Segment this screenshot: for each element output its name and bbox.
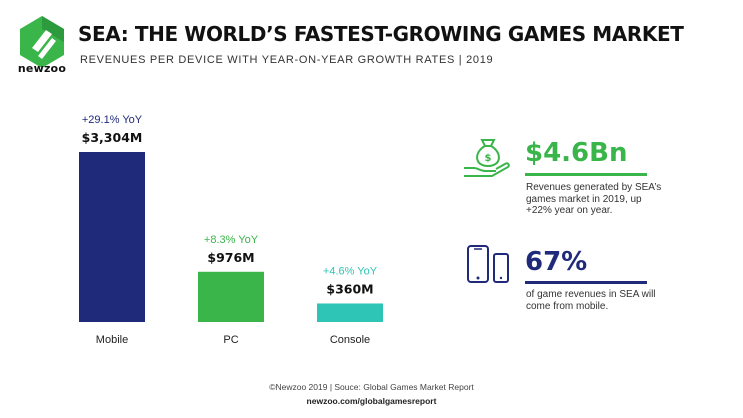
footer-url: newzoo.com/globalgamesreport [306, 396, 437, 406]
revenue-stat-description: Revenues generated by SEA’s games market… [526, 182, 662, 216]
bar-value-label: $3,304M [82, 130, 143, 145]
page-title: SEA: THE WORLD’S FASTEST-GROWING GAMES M… [78, 22, 684, 46]
money-bag-hand-icon: $ [464, 139, 510, 177]
svg-text:$: $ [485, 153, 492, 164]
bar-console [317, 303, 383, 322]
category-label: PC [223, 334, 238, 346]
logo-text: newzoo [17, 62, 67, 75]
bar-growth-label: +29.1% YoY [82, 114, 143, 126]
revenue-stat-divider [525, 173, 647, 176]
newzoo-logo-icon [20, 16, 64, 68]
category-label: Console [330, 334, 370, 346]
mobile-devices-icon [467, 245, 509, 283]
mobile-share-stat-divider [525, 281, 647, 284]
bar-growth-label: +8.3% YoY [204, 234, 259, 246]
bar-growth-label: +4.6% YoY [323, 265, 378, 277]
category-label: Mobile [96, 334, 128, 346]
bar-value-label: $976M [207, 250, 254, 265]
footer-source: ©Newzoo 2019 | Souce: Global Games Marke… [269, 382, 474, 392]
bar-value-label: $360M [326, 281, 373, 296]
bar-mobile [79, 152, 145, 322]
revenue-stat-value: $4.6Bn [525, 138, 628, 168]
mobile-share-stat-description: of game revenues in SEA will come from m… [526, 289, 656, 312]
page-subtitle: REVENUES PER DEVICE WITH YEAR-ON-YEAR GR… [80, 54, 494, 66]
mobile-share-stat-value: 67% [525, 247, 588, 277]
bar-pc [198, 271, 264, 322]
